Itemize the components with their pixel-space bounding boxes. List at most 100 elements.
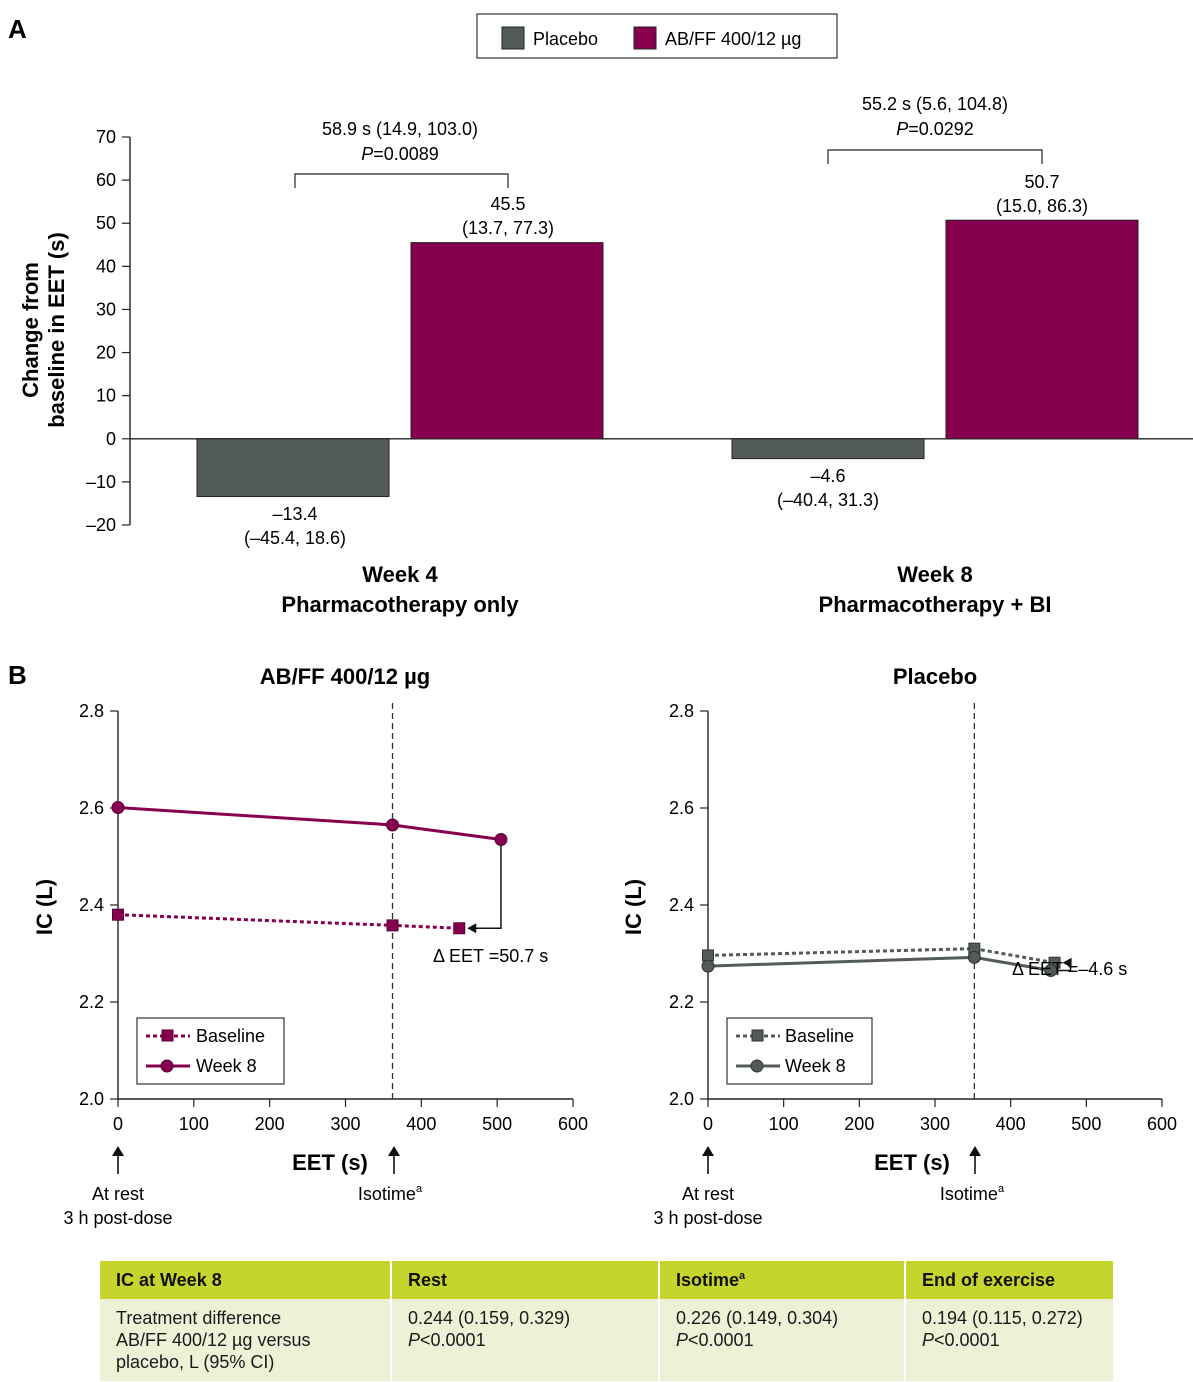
panel-a-ytick-label: 0 bbox=[106, 429, 116, 449]
left-plot-ytick-label: 2.0 bbox=[79, 1089, 104, 1109]
table-header-end: End of exercise bbox=[905, 1261, 1113, 1299]
left-plot-ytick-label: 2.4 bbox=[79, 895, 104, 915]
right-plot-delta-arrow-head bbox=[1062, 957, 1072, 968]
left-rest-arrow bbox=[112, 1146, 124, 1174]
right-legend-baseline-marker bbox=[751, 1029, 764, 1042]
left-legend-week8-label: Week 8 bbox=[196, 1056, 257, 1076]
legend-swatch-placebo bbox=[501, 26, 525, 50]
right-plot-xtick-label: 300 bbox=[920, 1114, 950, 1134]
right-legend-week8-marker bbox=[750, 1059, 764, 1073]
left-plot-point-week8 bbox=[494, 833, 508, 847]
right-isotime-sup: a bbox=[998, 1183, 1005, 1195]
table-header-isotime: Isotimea bbox=[659, 1261, 906, 1299]
table-row-label: Treatment difference AB/FF 400/12 µg ver… bbox=[100, 1299, 392, 1381]
figure: A Placebo AB/FF 400/12 µg Change from ba… bbox=[8, 13, 1193, 1228]
left-rest-sublabel: 3 h post-dose bbox=[63, 1208, 172, 1228]
row-label-line-3: placebo, L (95% CI) bbox=[116, 1352, 275, 1372]
diff-p-value-week4: =0.0089 bbox=[373, 144, 439, 164]
legend-label-abff: AB/FF 400/12 µg bbox=[665, 29, 801, 49]
panel-a-ytick-label: 60 bbox=[96, 170, 116, 190]
group-sublabel-week4: Pharmacotherapy only bbox=[281, 592, 519, 617]
right-plot-ytick-label: 2.2 bbox=[669, 992, 694, 1012]
diff-bracket-week8 bbox=[827, 149, 1043, 164]
right-plot-point-baseline bbox=[702, 949, 714, 962]
group-label-week4: Week 4 bbox=[362, 562, 438, 587]
panel-a-ytick-label: 30 bbox=[96, 299, 116, 319]
cell-rest-p-value: <0.0001 bbox=[420, 1330, 486, 1350]
bar-label-w8-abff-value: 50.7 bbox=[1024, 172, 1059, 192]
panel-a-ytick-label: 70 bbox=[96, 127, 116, 147]
cell-end-p-value: <0.0001 bbox=[934, 1330, 1000, 1350]
panel-a-ytick-label: –20 bbox=[86, 515, 116, 535]
left-plot-legend: Baseline Week 8 bbox=[136, 1017, 285, 1085]
right-legend-baseline-label: Baseline bbox=[785, 1026, 854, 1046]
bar-week8-placebo bbox=[731, 438, 925, 460]
cell-end-p: P<0.0001 bbox=[922, 1329, 1097, 1351]
left-plot-ytick-label: 2.8 bbox=[79, 701, 104, 721]
panel-b-letter: B bbox=[8, 660, 27, 690]
left-plot-line-week8 bbox=[117, 806, 502, 842]
bar-label-w8-placebo-value: –4.6 bbox=[810, 466, 845, 486]
bar-label-w4-abff-value: 45.5 bbox=[490, 194, 525, 214]
panel-a-ytick-label: 50 bbox=[96, 213, 116, 233]
panel-a-ylabel-line2: baseline in EET (s) bbox=[44, 232, 69, 428]
right-plot-ytick-label: 2.6 bbox=[669, 798, 694, 818]
left-plot-delta-arrow-line bbox=[473, 839, 502, 930]
group-sublabel-week8: Pharmacotherapy + BI bbox=[819, 592, 1052, 617]
panel-a-letter: A bbox=[8, 14, 27, 44]
cell-rest-value: 0.244 (0.159, 0.329) bbox=[408, 1308, 571, 1328]
panel-a-ylabel-line1: Change from bbox=[18, 262, 43, 398]
bar-week4-placebo bbox=[196, 438, 390, 498]
left-plot-point-baseline bbox=[386, 919, 399, 932]
cell-isotime-p: P<0.0001 bbox=[676, 1329, 888, 1351]
diff-label-week8: 55.2 s (5.6, 104.8) bbox=[862, 94, 1008, 114]
right-plot-xtick-label: 400 bbox=[996, 1114, 1026, 1134]
bar-week4-abff bbox=[410, 242, 604, 440]
diff-p-letter-week4: P bbox=[361, 144, 373, 164]
ic-week8-table: IC at Week 8 Rest Isotimea End of exerci… bbox=[100, 1261, 1113, 1381]
left-plot-line-baseline bbox=[117, 913, 460, 930]
table-header-isotime-sup: a bbox=[739, 1269, 746, 1282]
right-plot-ytick-label: 2.4 bbox=[669, 895, 694, 915]
diff-bracket-week4 bbox=[294, 173, 509, 188]
right-plot-point-week8 bbox=[1044, 963, 1058, 977]
right-plot-xlabel: EET (s) bbox=[874, 1150, 950, 1175]
right-legend-week8-label: Week 8 bbox=[785, 1056, 846, 1076]
panel-a-legend: Placebo AB/FF 400/12 µg bbox=[476, 13, 838, 59]
left-plot-point-week8 bbox=[386, 818, 400, 832]
panel-a-ytick-label: 40 bbox=[96, 256, 116, 276]
left-isotime-label: Isotimea bbox=[358, 1183, 423, 1204]
cell-isotime-p-letter: P bbox=[676, 1330, 689, 1350]
left-plot: 2.8 2.6 2.4 2.2 2.0 0 100 200 300 400 500 600 bbox=[79, 701, 588, 1134]
left-plot-xtick-label: 300 bbox=[330, 1114, 360, 1134]
right-plot-ytick-label: 2.0 bbox=[669, 1089, 694, 1109]
panel-a-ytick-label: 10 bbox=[96, 386, 116, 406]
right-plot-line-week8 bbox=[707, 955, 1052, 972]
right-isotime-label: Isotimea bbox=[940, 1183, 1005, 1204]
left-legend-week8-marker bbox=[160, 1059, 174, 1073]
table-cell-rest: 0.244 (0.159, 0.329) P<0.0001 bbox=[391, 1299, 660, 1381]
left-isotime-arrow bbox=[388, 1146, 400, 1174]
legend-swatch-abff bbox=[633, 26, 657, 50]
left-isotime-sup: a bbox=[416, 1183, 423, 1195]
left-legend-baseline-marker bbox=[161, 1029, 174, 1042]
diff-p-letter-week8: P bbox=[896, 119, 908, 139]
right-rest-label: At rest bbox=[682, 1184, 734, 1204]
right-rest-arrow bbox=[702, 1146, 714, 1174]
panel-a-ytick-label: –10 bbox=[86, 472, 116, 492]
right-plot-legend: Baseline Week 8 bbox=[726, 1017, 873, 1085]
table-header-ic: IC at Week 8 bbox=[100, 1261, 392, 1299]
cell-rest-p-letter: P bbox=[408, 1330, 421, 1350]
left-plot-xtick-label: 400 bbox=[406, 1114, 436, 1134]
row-label-line-2: AB/FF 400/12 µg versus bbox=[116, 1330, 311, 1350]
right-plot-xtick-label: 100 bbox=[769, 1114, 799, 1134]
table-cell-end: 0.194 (0.115, 0.272) P<0.0001 bbox=[905, 1299, 1113, 1381]
diff-p-week8: P=0.0292 bbox=[896, 119, 974, 139]
right-plot-ylabel: IC (L) bbox=[621, 879, 646, 935]
right-plot-xtick-label: 600 bbox=[1147, 1114, 1177, 1134]
right-plot: 2.8 2.6 2.4 2.2 2.0 0 100 200 300 400 500 600 bbox=[669, 701, 1177, 1134]
table-cell-isotime: 0.226 (0.149, 0.304) P<0.0001 bbox=[659, 1299, 906, 1381]
left-plot-xlabel: EET (s) bbox=[292, 1150, 368, 1175]
right-delta-eet: Δ EET =–4.6 s bbox=[1012, 959, 1127, 979]
panel-a-ytick-label: 20 bbox=[96, 343, 116, 363]
